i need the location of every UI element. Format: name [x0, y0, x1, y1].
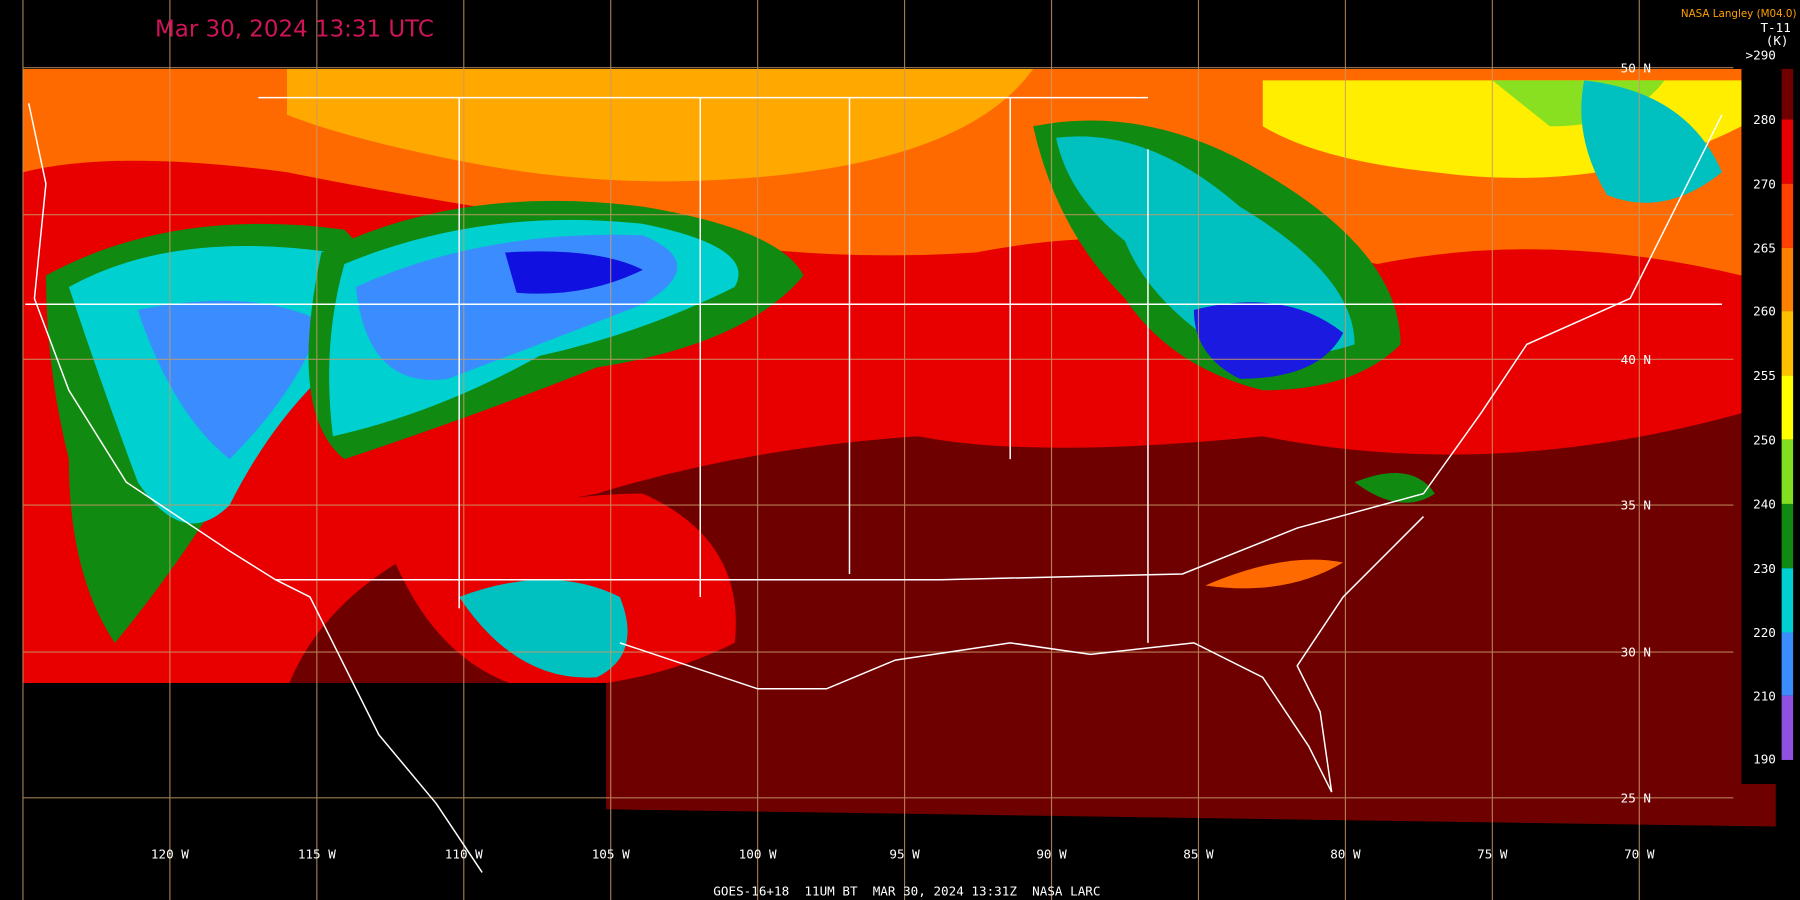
- colorbar-title: T-11: [1760, 20, 1790, 35]
- longitude-label: 115 W: [298, 847, 336, 862]
- longitude-label: 100 W: [739, 847, 777, 862]
- colorbar-label: 270: [1753, 176, 1776, 191]
- timestamp: Mar 30, 2024 13:31 UTC: [155, 17, 434, 43]
- longitude-label: 85 W: [1183, 847, 1214, 862]
- colorbar-label: 210: [1753, 688, 1776, 703]
- colorbar-label: 240: [1753, 497, 1776, 512]
- colorbar-label: 190: [1753, 751, 1776, 766]
- longitude-label: 90 W: [1036, 847, 1067, 862]
- colorbar-label: 265: [1753, 241, 1776, 256]
- footer: GOES-16+18 11UM BT MAR 30, 2024 13:31Z N…: [713, 883, 1100, 898]
- colorbar-label: 220: [1753, 625, 1776, 640]
- colorbar-label: 260: [1753, 304, 1776, 319]
- latitude-label: 35 N: [1621, 498, 1651, 513]
- latitude-label: 40 N: [1621, 352, 1651, 367]
- longitude-label: 105 W: [592, 847, 630, 862]
- latitude-label: 25 N: [1621, 790, 1651, 805]
- colorbar-label: 230: [1753, 561, 1776, 576]
- longitude-label: 75 W: [1477, 847, 1508, 862]
- latitude-label: 50 N: [1621, 60, 1651, 75]
- longitude-label: 120 W: [151, 847, 189, 862]
- latitude-label: 30 N: [1621, 645, 1651, 660]
- longitude-label: 95 W: [889, 847, 920, 862]
- colorbar-label: 255: [1753, 368, 1776, 383]
- longitude-label: 70 W: [1624, 847, 1655, 862]
- colorbar-label: >290: [1746, 48, 1776, 63]
- longitude-label: 110 W: [445, 847, 483, 862]
- colorbar-unit: (K): [1766, 33, 1789, 48]
- colorbar: [1781, 68, 1794, 760]
- boundaries: [25, 96, 1723, 873]
- longitude-label: 80 W: [1330, 847, 1361, 862]
- colorbar-label: 250: [1753, 432, 1776, 447]
- colorbar-label: 280: [1753, 112, 1776, 127]
- graticule: [22, 0, 1734, 900]
- source: NASA Langley (M04.0): [1681, 8, 1797, 20]
